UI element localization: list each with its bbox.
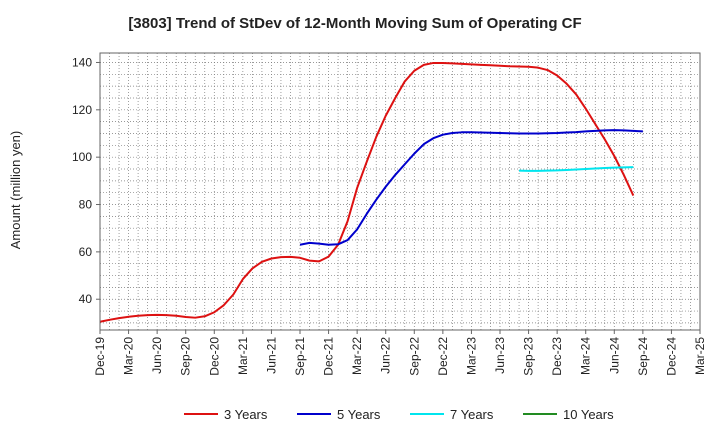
x-tick-label: Mar-24: [579, 337, 593, 375]
x-tick-label: Mar-21: [236, 337, 250, 375]
y-tick-label: 40: [79, 292, 93, 306]
x-tick-label: Sep-21: [293, 337, 307, 376]
x-tick-label: Dec-20: [207, 337, 221, 376]
x-tick-label: Dec-22: [436, 337, 450, 376]
y-ticks: 40 60 80 100 120 140: [72, 55, 100, 306]
x-tick-label: Jun-22: [379, 337, 393, 374]
series-line-3-years: [99, 61, 635, 323]
legend-label: 3 Years: [224, 407, 268, 422]
x-tick-label: Dec-19: [93, 337, 107, 376]
x-tick-label: Mar-22: [350, 337, 364, 375]
series-line-5-years: [299, 129, 643, 246]
y-axis-label: Amount (million yen): [8, 131, 23, 250]
x-tick-label: Jun-20: [150, 337, 164, 374]
legend-label: 10 Years: [563, 407, 614, 422]
legend-label: 5 Years: [337, 407, 381, 422]
x-tick-label: Sep-22: [407, 337, 421, 376]
x-tick-label: Dec-24: [664, 337, 678, 376]
plot-frame: [99, 52, 701, 331]
x-tick-label: Sep-23: [522, 337, 536, 376]
y-tick-label: 100: [72, 150, 92, 164]
x-tick-label: Jun-24: [607, 337, 621, 374]
x-tick-label: Dec-23: [550, 337, 564, 376]
chart-title: [3803] Trend of StDev of 12-Month Moving…: [128, 15, 581, 32]
x-tick-label: Sep-20: [179, 337, 193, 376]
x-tick-label: Jun-21: [264, 337, 278, 374]
y-tick-label: 120: [72, 103, 92, 117]
x-tick-label: Jun-23: [493, 337, 507, 374]
x-tick-label: Dec-21: [322, 337, 336, 376]
x-tick-label: Mar-20: [122, 337, 136, 375]
plot-lines: [99, 61, 643, 323]
x-tick-label: Mar-25: [693, 337, 707, 375]
series-line-7-years: [519, 166, 634, 172]
y-tick-label: 80: [79, 198, 93, 212]
x-tick-label: Sep-24: [636, 337, 650, 376]
y-tick-label: 140: [72, 55, 92, 69]
grid: [100, 53, 700, 330]
x-tick-label: Mar-23: [464, 337, 478, 375]
x-ticks: Dec-19 Mar-20 Jun-20 Sep-20 Dec-20 Mar-21 Jun-…: [93, 330, 707, 376]
legend: 3 Years 5 Years 7 Years 10 Years: [184, 407, 614, 422]
y-tick-label: 60: [79, 245, 93, 259]
legend-label: 7 Years: [450, 407, 494, 422]
